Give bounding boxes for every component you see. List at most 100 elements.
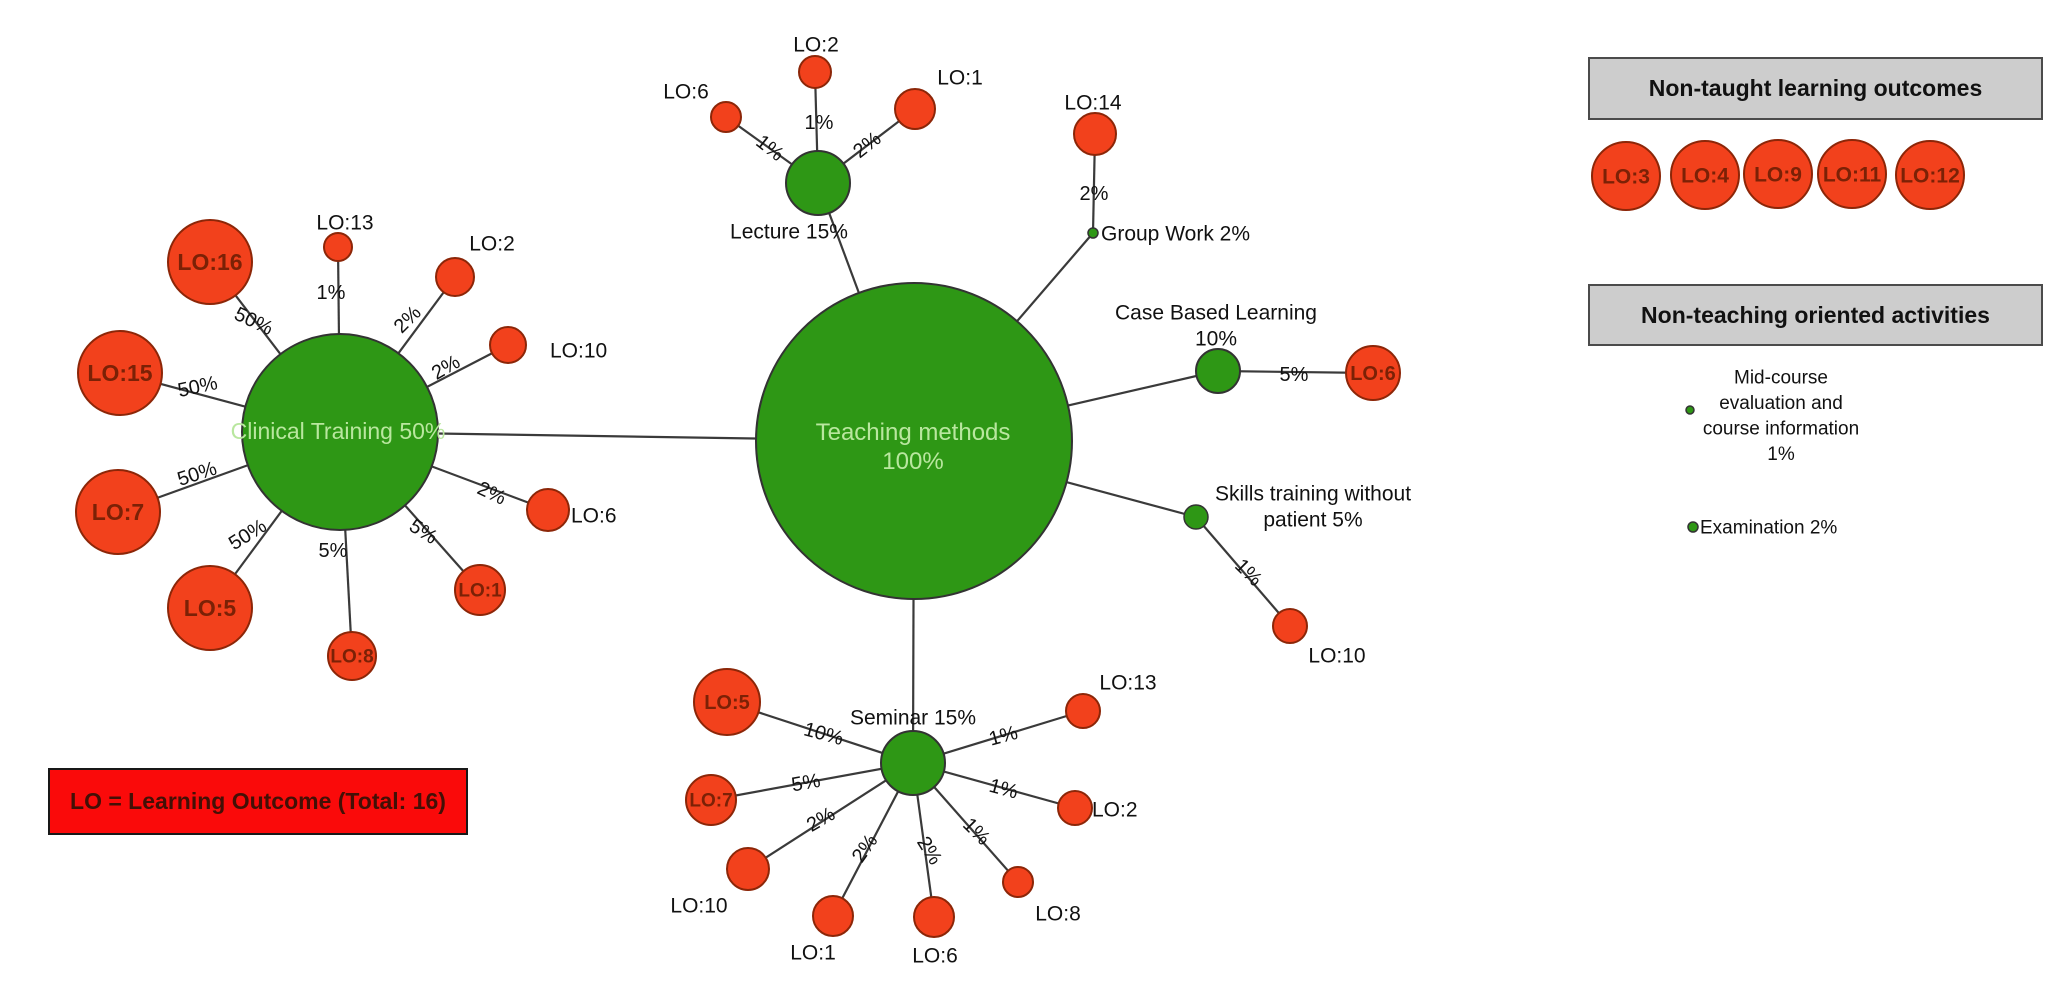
node-lo10se [726,847,770,891]
label-lo7: LO:7 [92,499,144,525]
edge-label-clinical-lo6c: 2% [474,477,510,509]
edge-label-lecture-lo1L: 2% [849,128,885,163]
edge-label-seminar-lo6s: 2% [912,833,946,869]
edge-label-seminar-lo5s: 10% [801,718,846,750]
label-lo5c: LO:5 [184,595,237,621]
node-lo2L [798,55,832,89]
node-groupwork [1087,227,1099,239]
label-midcourse: 1% [1767,444,1795,465]
edge-label-clinical-lo7: 50% [175,458,220,491]
label-lo2s: LO:2 [1092,798,1138,821]
label-lo10c: LO:10 [550,339,607,362]
label-midcourse: Mid-course [1734,367,1828,388]
node-lo12nt [1895,140,1965,210]
label-lecture: Lecture 15% [730,220,848,243]
node-cbl [1195,348,1241,394]
edge-label-seminar-lo13s: 1% [987,722,1021,751]
node-midcourse [1685,405,1695,415]
node-teaching [755,282,1073,600]
non-taught-outcomes-header: Non-taught learning outcomes [1588,57,2043,120]
label-lo1L: LO:1 [937,66,983,89]
node-lo13s [1065,693,1101,729]
label-groupwork: Group Work 2% [1101,222,1250,245]
edge-label-clinical-lo1c: 5% [405,515,441,549]
node-lo8s [1002,866,1034,898]
label-lo6s: LO:6 [912,944,958,967]
label-skills: patient 5% [1263,508,1362,531]
label-lo12nt: LO:12 [1900,164,1960,187]
node-lo6s [913,896,955,938]
label-cbl: 10% [1195,327,1237,350]
node-lo1c [454,564,506,616]
label-seminar: Seminar 15% [850,706,976,729]
node-lo7s [685,774,737,826]
label-lo3nt: LO:3 [1602,165,1650,188]
node-lo15 [77,330,163,416]
node-lo14 [1073,112,1117,156]
node-lo2c [435,257,475,297]
edge-label-seminar-lo1s: 2% [848,830,883,866]
edge-label-seminar-lo2s: 1% [987,775,1021,804]
node-lecture [785,150,851,216]
edge-label-lecture-lo6L: 1% [752,131,788,166]
edge-label-skills-lo10sk: 1% [1230,555,1266,591]
label-lo1c: LO:1 [458,581,502,602]
label-lo16: LO:16 [177,249,242,275]
label-lo14: LO:14 [1064,91,1122,114]
edge-label-clinical-lo16: 50% [231,303,277,340]
node-lo10c [489,326,527,364]
legend-box: LO = Learning Outcome (Total: 16) [48,768,468,835]
node-lo16 [167,219,253,305]
edge-label-clinical-lo8c: 5% [319,540,348,562]
label-lo5s: LO:5 [704,692,750,714]
label-skills: Skills training without [1215,482,1411,505]
label-teaching: 100% [882,448,943,475]
label-lo11nt: LO:11 [1823,163,1882,186]
edge-label-seminar-lo10se: 2% [803,803,839,837]
node-lo5c [167,565,253,651]
label-lo8c: LO:8 [330,647,373,668]
label-lo13s: LO:13 [1099,671,1156,694]
label-lo6L: LO:6 [663,80,709,103]
label-lo7s: LO:7 [689,791,732,812]
label-lo9nt: LO:9 [1754,163,1802,186]
node-lo1s [812,895,854,937]
node-lo8c [327,631,377,681]
label-exam: Examination 2% [1700,518,1837,539]
node-lo6c [526,488,570,532]
node-lo4nt [1670,140,1740,210]
label-clinical: Clinical Training 50% [231,418,446,444]
node-lo2s [1057,790,1093,826]
label-lo4nt: LO:4 [1681,164,1729,187]
node-lo9nt [1743,139,1813,209]
node-lo1L [894,88,936,130]
label-lo10se: LO:10 [670,894,727,917]
edge-label-clinical-lo13c: 1% [317,282,346,304]
node-lo5s [693,668,761,736]
node-clinical [241,333,439,531]
label-lo6cb: LO:6 [1350,363,1396,385]
edge-label-groupwork-lo14: 2% [1080,183,1109,205]
edge-label-clinical-lo2c: 2% [390,302,426,338]
label-lo10sk: LO:10 [1308,644,1365,667]
node-lo13c [323,232,353,262]
edge-seminar-lo7s [710,761,914,802]
label-lo2c: LO:2 [469,232,515,255]
non-teaching-activities-header: Non-teaching oriented activities [1588,284,2043,346]
node-lo10sk [1272,608,1308,644]
node-seminar [880,730,946,796]
node-lo11nt [1817,139,1887,209]
node-lo7 [75,469,161,555]
label-lo1s: LO:1 [790,941,836,964]
node-lo6L [710,101,742,133]
label-cbl: Case Based Learning [1115,301,1317,324]
edge-label-clinical-lo10c: 2% [428,351,464,385]
label-lo15: LO:15 [87,360,152,386]
edge-skills-lo10sk [1195,516,1291,627]
node-lo6cb [1345,345,1401,401]
label-lo13c: LO:13 [316,211,373,234]
label-lo2L: LO:2 [793,33,839,56]
node-exam [1687,521,1699,533]
